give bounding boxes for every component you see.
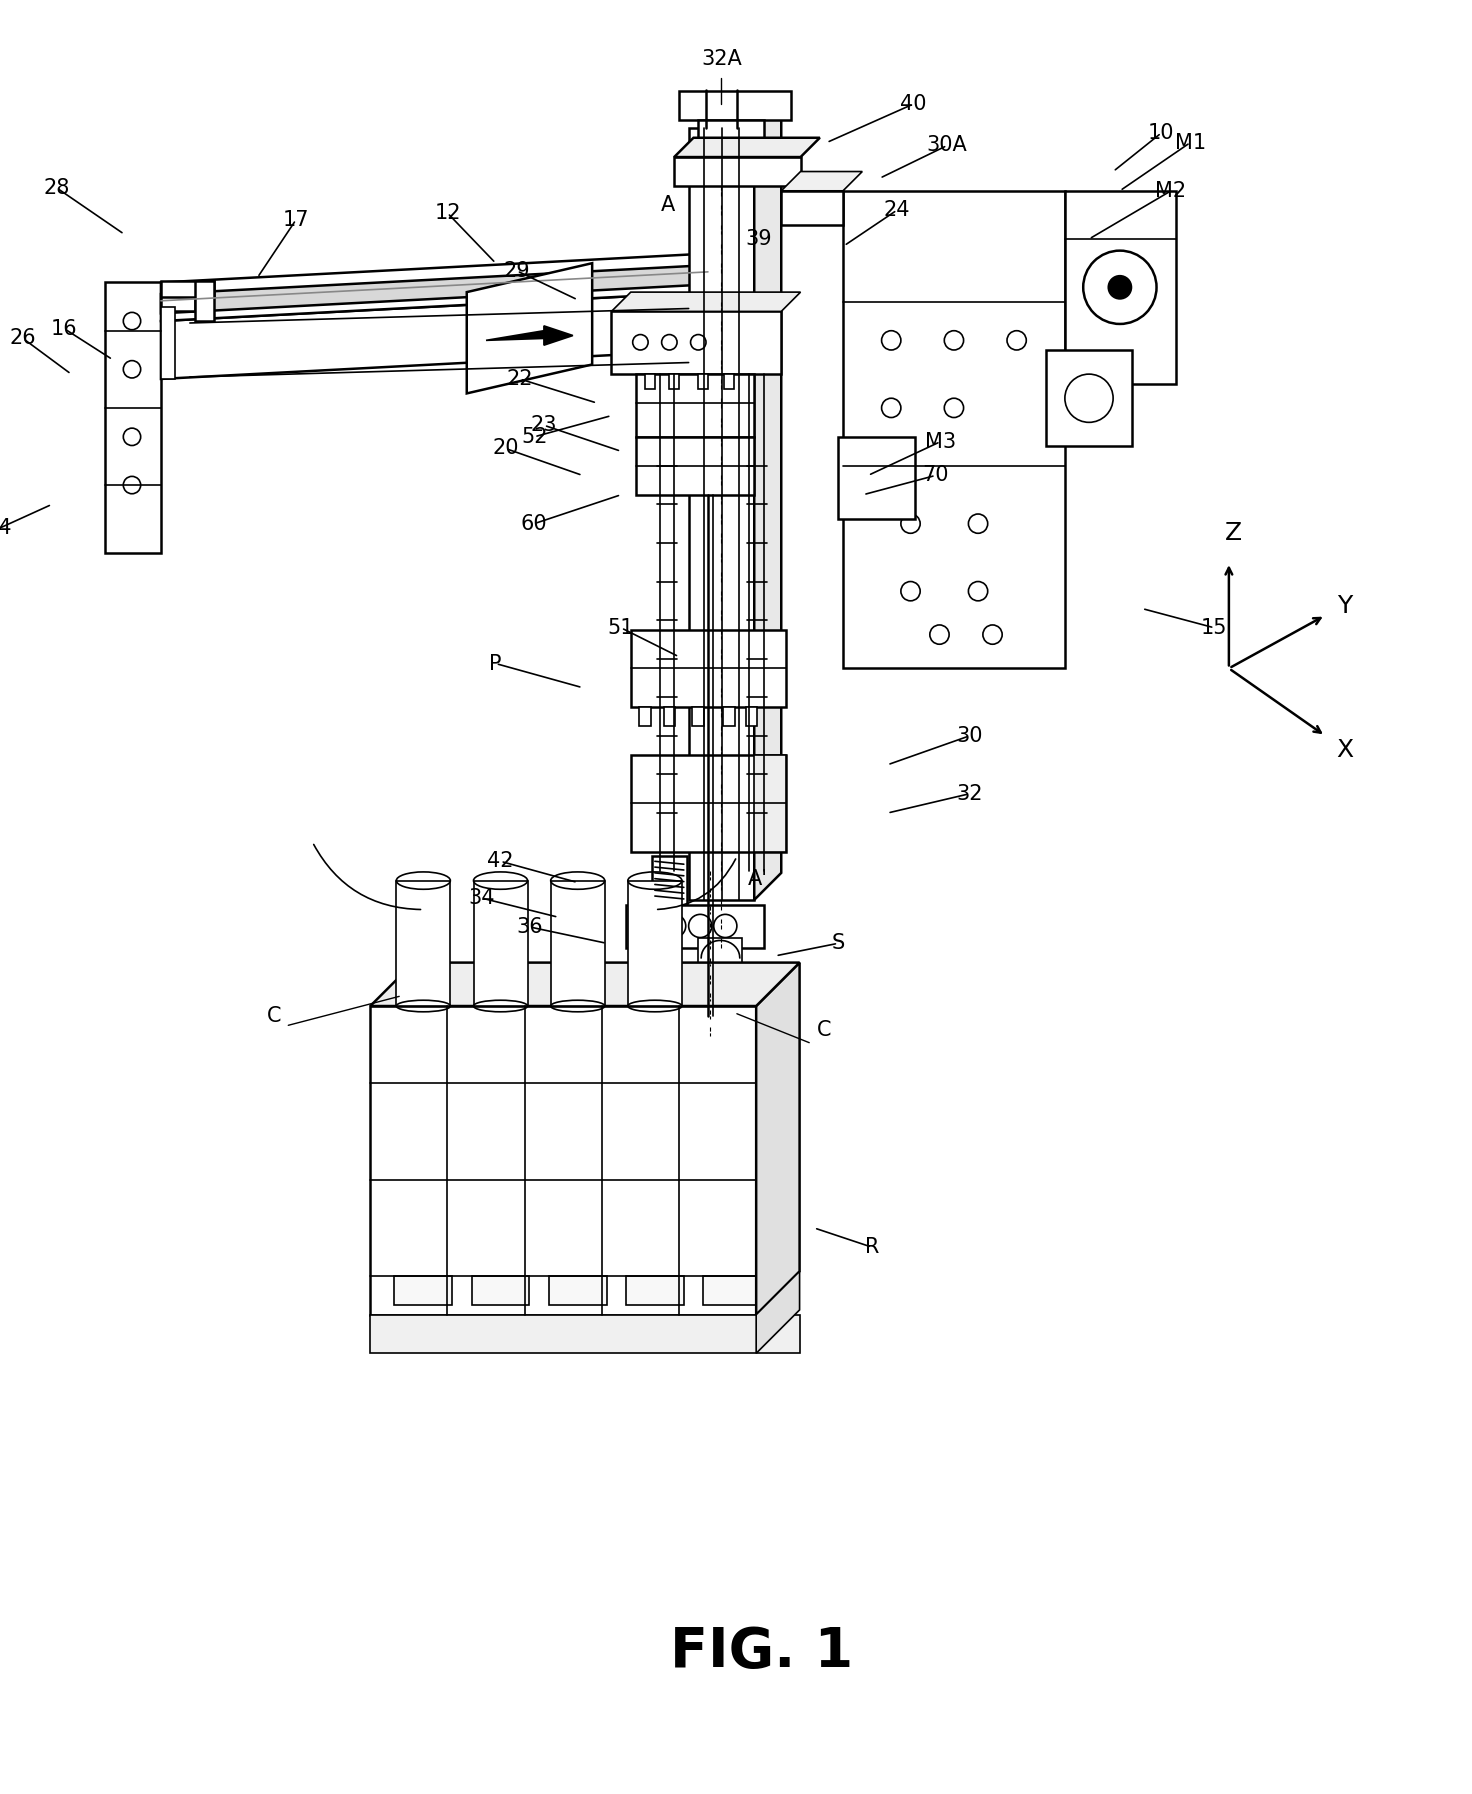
Text: C: C: [266, 1006, 281, 1026]
Text: 60: 60: [521, 513, 548, 533]
Text: M2: M2: [1156, 181, 1186, 201]
Polygon shape: [471, 1276, 530, 1304]
Circle shape: [1108, 276, 1132, 300]
Text: 26: 26: [10, 328, 37, 348]
Polygon shape: [629, 881, 682, 1006]
Polygon shape: [626, 904, 764, 949]
Polygon shape: [1064, 190, 1176, 384]
Polygon shape: [757, 963, 799, 1315]
Polygon shape: [674, 158, 801, 187]
Text: 29: 29: [503, 260, 530, 282]
Text: 40: 40: [901, 93, 927, 115]
Polygon shape: [754, 755, 786, 852]
Polygon shape: [611, 292, 801, 312]
Polygon shape: [371, 963, 799, 1006]
Polygon shape: [645, 375, 655, 389]
Polygon shape: [396, 881, 450, 1006]
Text: Y: Y: [1337, 594, 1353, 617]
Polygon shape: [631, 755, 786, 852]
Text: 10: 10: [1148, 124, 1175, 144]
Polygon shape: [724, 375, 735, 389]
Polygon shape: [674, 138, 820, 158]
Polygon shape: [757, 1272, 799, 1353]
Polygon shape: [754, 100, 782, 901]
Text: S: S: [832, 933, 845, 953]
Text: 30A: 30A: [927, 136, 967, 156]
Polygon shape: [160, 280, 213, 298]
Text: 42: 42: [487, 852, 514, 872]
Polygon shape: [105, 282, 160, 553]
Polygon shape: [664, 707, 676, 727]
Text: 51: 51: [608, 617, 634, 639]
Polygon shape: [636, 436, 754, 495]
Polygon shape: [160, 253, 708, 321]
Polygon shape: [160, 266, 708, 314]
Text: 12: 12: [434, 203, 461, 222]
Polygon shape: [692, 707, 704, 727]
Polygon shape: [611, 312, 782, 375]
Polygon shape: [474, 881, 527, 1006]
Text: 39: 39: [746, 230, 773, 249]
Text: M1: M1: [1175, 133, 1206, 152]
Text: 20: 20: [492, 438, 518, 459]
Polygon shape: [160, 282, 185, 316]
Text: 30: 30: [957, 727, 983, 746]
Text: 36: 36: [517, 917, 543, 936]
Polygon shape: [698, 938, 742, 978]
Polygon shape: [698, 120, 764, 158]
Text: 28: 28: [44, 178, 71, 197]
Polygon shape: [160, 282, 194, 312]
Text: 23: 23: [531, 414, 558, 436]
Text: A': A': [748, 868, 768, 888]
Text: M3: M3: [924, 432, 955, 452]
Text: 14: 14: [0, 518, 12, 538]
Text: 32A: 32A: [701, 48, 742, 68]
Polygon shape: [160, 307, 175, 379]
Text: 70: 70: [923, 465, 949, 486]
Polygon shape: [160, 292, 708, 379]
Text: 17: 17: [283, 210, 309, 230]
Text: 52: 52: [521, 427, 548, 447]
Polygon shape: [782, 190, 843, 224]
Polygon shape: [689, 127, 754, 901]
Polygon shape: [371, 1315, 799, 1353]
Polygon shape: [782, 172, 863, 190]
Polygon shape: [467, 264, 592, 393]
Polygon shape: [626, 1276, 684, 1304]
Polygon shape: [394, 1276, 452, 1304]
Polygon shape: [639, 707, 651, 727]
Text: 34: 34: [468, 888, 495, 908]
Text: Z: Z: [1225, 522, 1242, 545]
Text: 16: 16: [52, 319, 78, 339]
Text: 22: 22: [506, 370, 533, 389]
Polygon shape: [745, 707, 757, 727]
Polygon shape: [194, 280, 213, 321]
Polygon shape: [670, 375, 679, 389]
Polygon shape: [698, 375, 708, 389]
Text: 15: 15: [1201, 617, 1228, 639]
Polygon shape: [704, 1276, 761, 1304]
Text: FIG. 1: FIG. 1: [670, 1625, 854, 1679]
Polygon shape: [843, 190, 1064, 669]
Polygon shape: [631, 630, 786, 707]
Text: 24: 24: [883, 201, 910, 221]
Polygon shape: [486, 327, 573, 344]
Text: C: C: [817, 1021, 832, 1041]
Polygon shape: [371, 1006, 757, 1315]
Polygon shape: [723, 707, 735, 727]
Text: X: X: [1337, 739, 1353, 762]
Text: A: A: [661, 196, 676, 215]
Text: P: P: [490, 653, 502, 673]
Polygon shape: [838, 436, 916, 518]
Polygon shape: [551, 881, 605, 1006]
Text: R: R: [864, 1238, 879, 1258]
Polygon shape: [679, 91, 790, 120]
Polygon shape: [636, 375, 754, 436]
Text: 32: 32: [957, 784, 983, 804]
Polygon shape: [1045, 350, 1132, 447]
Polygon shape: [549, 1276, 606, 1304]
